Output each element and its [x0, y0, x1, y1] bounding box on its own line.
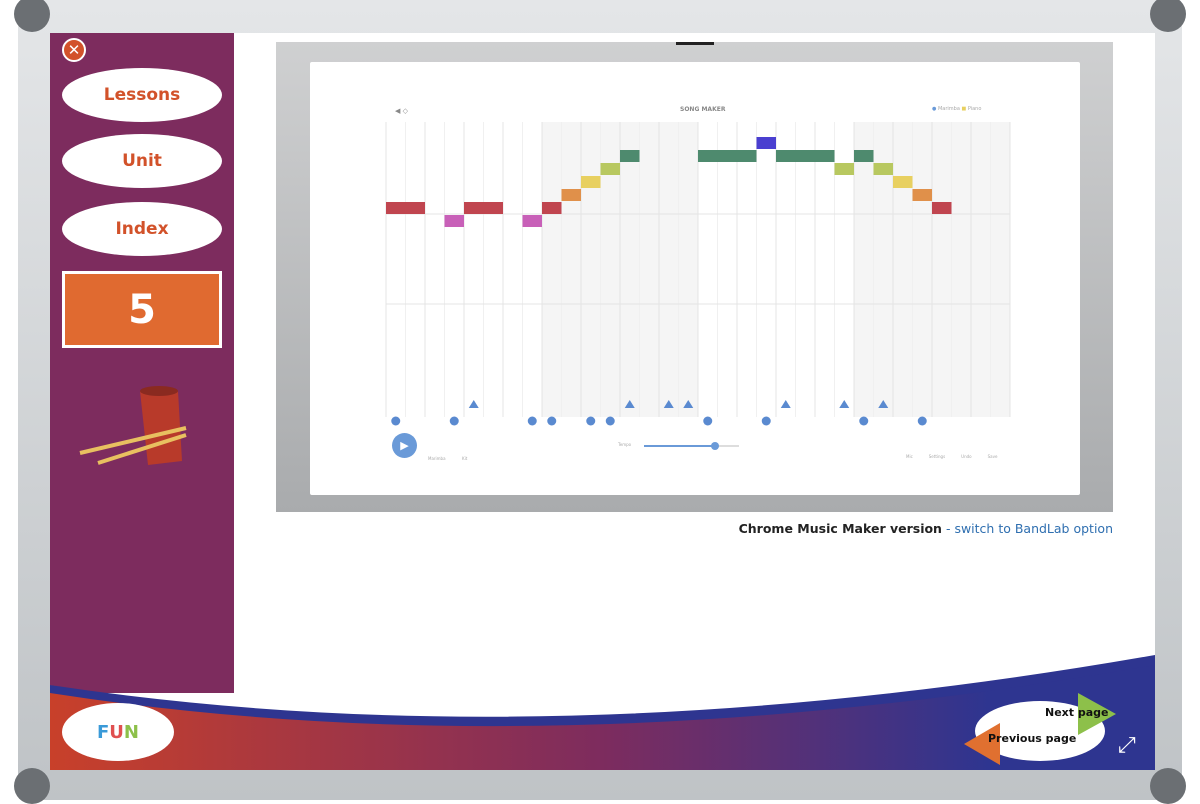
percussion-circle — [586, 416, 596, 426]
footer-wave — [50, 655, 1155, 770]
note — [698, 150, 757, 162]
tempo-label: Tempo — [618, 442, 632, 447]
settings-button[interactable]: Settings — [928, 454, 946, 459]
undo-button[interactable]: Undo — [961, 454, 972, 459]
note — [464, 202, 503, 214]
mic-button[interactable]: Mic — [906, 454, 913, 459]
song-maker-screenshot: ◀ ◇ SONG MAKER ● Marimba ■ Piano ▶ Marim… — [276, 42, 1113, 512]
percussion-triangle — [839, 400, 850, 408]
percussion-circle — [527, 416, 537, 426]
percussion-triangle — [780, 400, 791, 408]
previous-arrow-icon[interactable] — [964, 723, 1000, 765]
next-page-button[interactable]: Next page — [1045, 706, 1109, 719]
drum-bucket-icon — [79, 386, 187, 465]
percussion-circle — [761, 416, 771, 426]
frame-corner — [14, 768, 50, 804]
note — [834, 163, 854, 175]
note — [386, 202, 425, 214]
percussion-triangle — [878, 400, 889, 408]
percussion-circle — [605, 416, 615, 426]
percussion-circle — [859, 416, 869, 426]
index-button[interactable]: Index — [62, 202, 222, 256]
expand-icon[interactable]: ⤢ — [1118, 733, 1136, 758]
tempo-slider[interactable] — [644, 442, 739, 450]
note — [932, 202, 952, 214]
note — [542, 202, 562, 214]
percussion-button[interactable]: Kit — [462, 456, 468, 461]
frame-corner — [1150, 768, 1186, 804]
note-grid[interactable] — [310, 62, 1080, 495]
percussion-triangle — [683, 400, 694, 408]
previous-page-button[interactable]: Previous page — [988, 732, 1077, 745]
frame-corner — [14, 0, 50, 32]
percussion-triangle — [663, 400, 674, 408]
next-arrow-icon[interactable] — [1078, 693, 1116, 735]
unit-button[interactable]: Unit — [62, 134, 222, 188]
instrument-button[interactable]: Marimba — [428, 456, 446, 461]
note — [600, 163, 620, 175]
note — [854, 150, 874, 162]
legend: ● Marimba ■ Piano — [932, 106, 982, 112]
percussion-circle — [917, 416, 927, 426]
song-maker-screen: ◀ ◇ SONG MAKER ● Marimba ■ Piano ▶ Marim… — [310, 62, 1080, 495]
save-button[interactable]: Save — [987, 454, 998, 459]
sidebar: ✕ Lessons Unit Index 5 — [50, 33, 234, 693]
percussion-circle — [391, 416, 401, 426]
lessons-button[interactable]: Lessons — [62, 68, 222, 122]
percussion-circle — [449, 416, 459, 426]
note — [776, 150, 835, 162]
percussion-triangle — [468, 400, 479, 408]
note — [912, 189, 932, 201]
percussion-circle — [703, 416, 713, 426]
note — [873, 163, 893, 175]
percussion-circle — [547, 416, 557, 426]
caption: Chrome Music Maker version - switch to B… — [738, 521, 1113, 536]
note — [620, 150, 640, 162]
note — [893, 176, 913, 188]
song-maker-title: SONG MAKER — [680, 106, 726, 113]
note — [444, 215, 464, 227]
close-icon[interactable]: ✕ — [62, 38, 86, 62]
note — [581, 176, 601, 188]
frame-corner — [1150, 0, 1186, 32]
note — [561, 189, 581, 201]
page-number: 5 — [62, 271, 222, 348]
play-button[interactable]: ▶ — [392, 433, 417, 458]
note — [522, 215, 542, 227]
percussion-triangle — [624, 400, 635, 408]
board: ✕ Lessons Unit Index 5 ◀ ◇ SONG MAKER ● … — [50, 33, 1155, 770]
bandlab-link[interactable]: switch to BandLab option — [954, 521, 1113, 536]
note — [756, 137, 776, 149]
